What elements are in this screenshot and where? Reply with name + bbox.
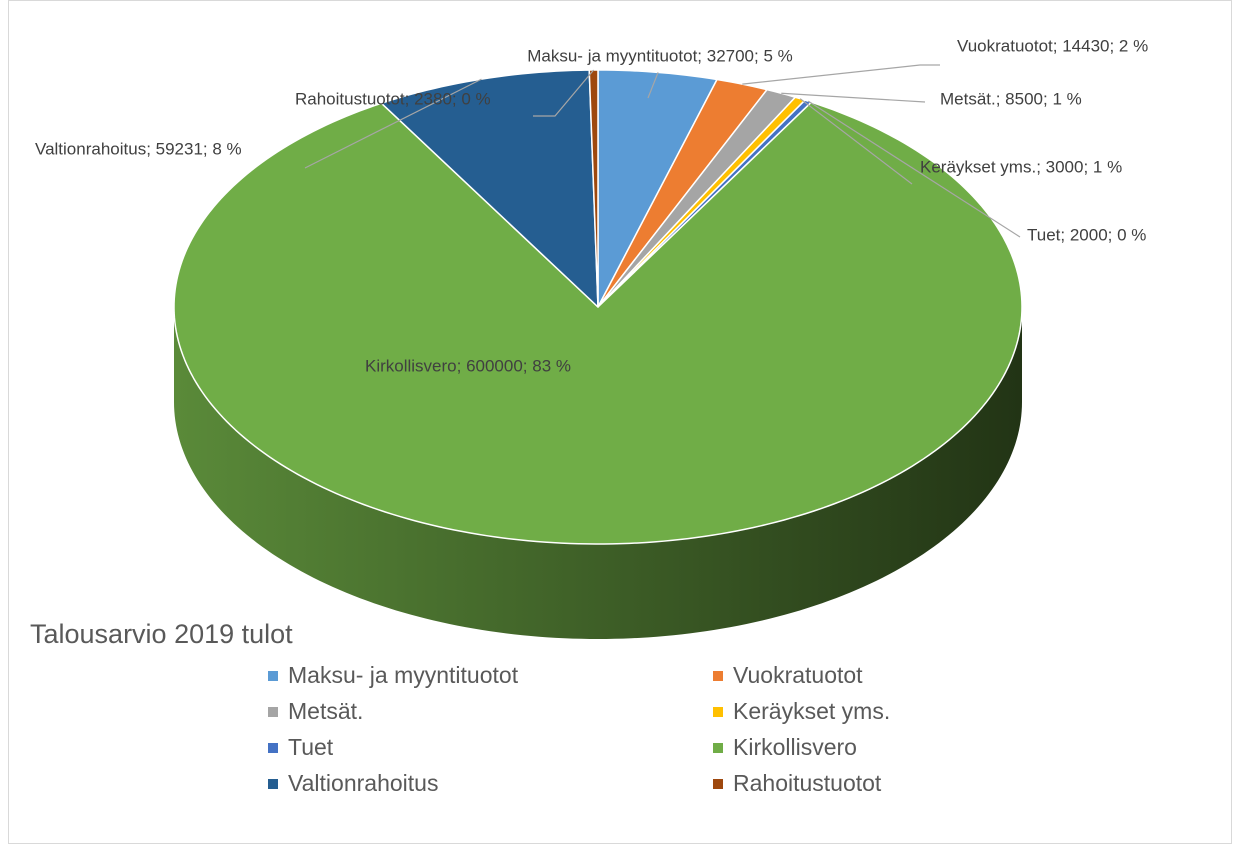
legend-label: Tuet	[288, 734, 334, 760]
legend-swatch	[268, 743, 278, 753]
pie-slice	[173, 101, 1023, 545]
data-label: Keräykset yms.; 3000; 1 %	[920, 157, 1122, 176]
chart-title: Talousarvio 2019 tulot	[30, 619, 293, 649]
data-label: Vuokratuotot; 14430; 2 %	[957, 36, 1148, 55]
legend-swatch	[268, 671, 278, 681]
data-label: Tuet; 2000; 0 %	[1027, 225, 1146, 244]
leader-line	[304, 78, 482, 169]
pie-slice	[588, 69, 599, 308]
legend-swatch	[713, 707, 723, 717]
leader-line	[533, 69, 595, 117]
pie-slice	[597, 78, 768, 308]
leader-line	[807, 100, 1021, 238]
data-label: Maksu- ja myyntituotot; 32700; 5 %	[527, 46, 793, 65]
legend-label: Vuokratuotot	[733, 662, 863, 688]
legend-label: Keräykset yms.	[733, 698, 890, 724]
data-label: Valtionrahoitus; 59231; 8 %	[35, 139, 242, 158]
legend-label: Rahoitustuotot	[733, 770, 882, 796]
pie-side	[174, 307, 1022, 639]
legend-swatch	[713, 671, 723, 681]
data-label: Rahoitustuotot; 2380; 0 %	[295, 89, 491, 108]
leader-line	[742, 64, 940, 85]
legend-label: Maksu- ja myyntituotot	[288, 662, 519, 688]
leader-line	[781, 92, 926, 103]
legend-label: Metsät.	[288, 698, 363, 724]
leader-line	[647, 72, 659, 99]
legend-swatch	[268, 779, 278, 789]
data-label: Metsät.; 8500; 1 %	[940, 89, 1082, 108]
legend-swatch	[713, 779, 723, 789]
legend-label: Kirkollisvero	[733, 734, 857, 760]
data-label: Kirkollisvero; 600000; 83 %	[365, 356, 571, 375]
legend-label: Valtionrahoitus	[288, 770, 438, 796]
leader-line	[799, 98, 913, 185]
pie-slice	[380, 69, 599, 308]
legend-swatch	[268, 707, 278, 717]
legend-swatch	[713, 743, 723, 753]
